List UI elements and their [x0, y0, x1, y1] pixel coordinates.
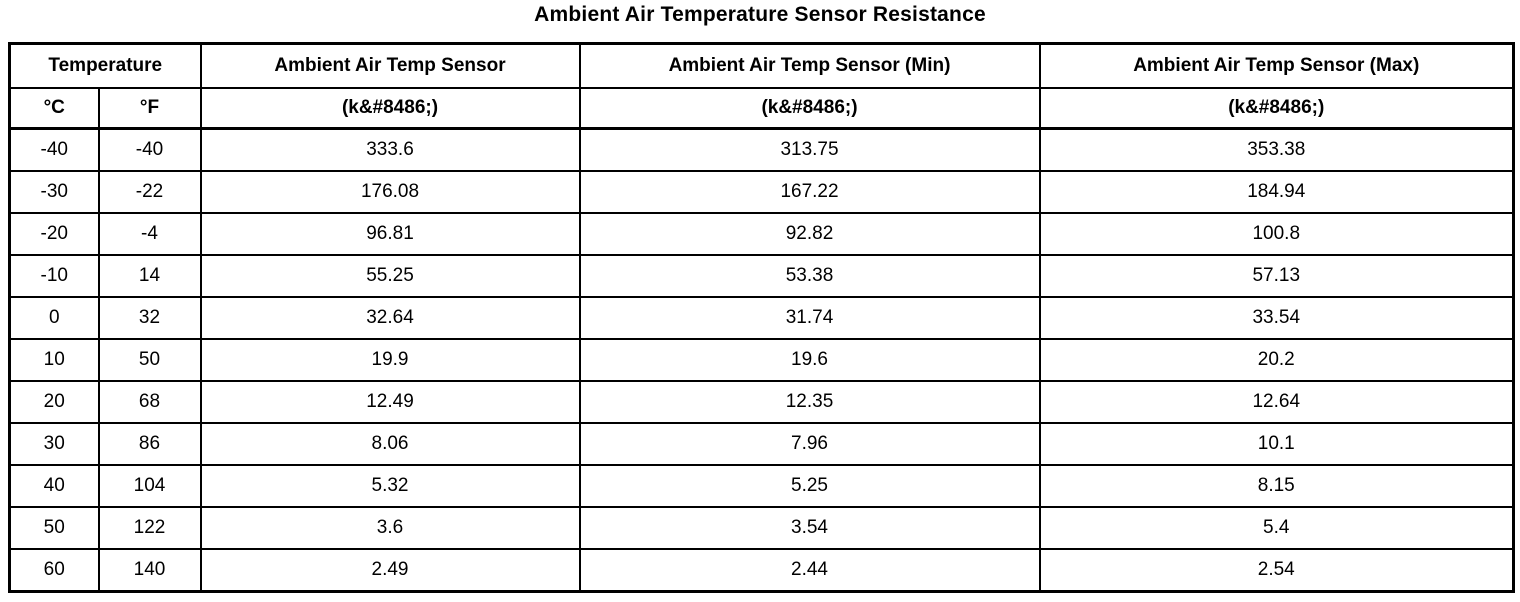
- cell-sensor: 176.08: [199, 170, 581, 214]
- cell-sensor-max: 184.94: [1038, 170, 1515, 214]
- cell-sensor-min: 12.35: [578, 380, 1041, 424]
- cell-sensor: 2.49: [199, 548, 581, 593]
- header-sensor-min: Ambient Air Temp Sensor (Min): [578, 42, 1041, 89]
- cell-temp-f: 32: [97, 296, 202, 340]
- cell-temp-c: 50: [8, 506, 100, 550]
- cell-temp-c: 10: [8, 338, 100, 382]
- cell-sensor-max: 57.13: [1038, 254, 1515, 298]
- cell-sensor: 19.9: [199, 338, 581, 382]
- header-fahrenheit: °F: [97, 87, 202, 130]
- cell-sensor-max: 2.54: [1038, 548, 1515, 593]
- cell-sensor-max: 5.4: [1038, 506, 1515, 550]
- cell-sensor-max: 8.15: [1038, 464, 1515, 508]
- cell-temp-f: -4: [97, 212, 202, 256]
- header-row-groups: Temperature Ambient Air Temp Sensor Ambi…: [8, 42, 1515, 89]
- cell-temp-c: -10: [8, 254, 100, 298]
- cell-temp-c: 60: [8, 548, 100, 593]
- cell-sensor-min: 2.44: [578, 548, 1041, 593]
- cell-temp-f: 14: [97, 254, 202, 298]
- cell-temp-c: -20: [8, 212, 100, 256]
- cell-sensor: 3.6: [199, 506, 581, 550]
- table-row: 30 86 8.06 7.96 10.1: [8, 422, 1515, 466]
- cell-sensor-max: 10.1: [1038, 422, 1515, 466]
- resistance-table: Temperature Ambient Air Temp Sensor Ambi…: [8, 42, 1515, 593]
- table-row: 20 68 12.49 12.35 12.64: [8, 380, 1515, 424]
- header-row-units: °C °F (k&#8486;) (k&#8486;) (k&#8486;): [8, 87, 1515, 130]
- table-row: 0 32 32.64 31.74 33.54: [8, 296, 1515, 340]
- cell-sensor-max: 12.64: [1038, 380, 1515, 424]
- cell-sensor: 8.06: [199, 422, 581, 466]
- header-sensor: Ambient Air Temp Sensor: [199, 42, 581, 89]
- table-row: -10 14 55.25 53.38 57.13: [8, 254, 1515, 298]
- table-row: -40 -40 333.6 313.75 353.38: [8, 127, 1515, 172]
- cell-sensor-min: 5.25: [578, 464, 1041, 508]
- table-row: 40 104 5.32 5.25 8.15: [8, 464, 1515, 508]
- table-row: -30 -22 176.08 167.22 184.94: [8, 170, 1515, 214]
- cell-temp-f: -40: [97, 127, 202, 172]
- header-unit-sensor: (k&#8486;): [199, 87, 581, 130]
- cell-sensor-min: 92.82: [578, 212, 1041, 256]
- cell-temp-f: 68: [97, 380, 202, 424]
- cell-temp-f: 50: [97, 338, 202, 382]
- cell-temp-f: 104: [97, 464, 202, 508]
- cell-temp-c: -30: [8, 170, 100, 214]
- cell-sensor-max: 100.8: [1038, 212, 1515, 256]
- table-row: 10 50 19.9 19.6 20.2: [8, 338, 1515, 382]
- cell-temp-c: 30: [8, 422, 100, 466]
- cell-sensor-min: 19.6: [578, 338, 1041, 382]
- cell-temp-f: 140: [97, 548, 202, 593]
- header-temperature-group: Temperature: [8, 42, 202, 89]
- cell-temp-c: 40: [8, 464, 100, 508]
- cell-sensor-min: 167.22: [578, 170, 1041, 214]
- cell-temp-f: -22: [97, 170, 202, 214]
- cell-sensor-min: 53.38: [578, 254, 1041, 298]
- cell-temp-f: 86: [97, 422, 202, 466]
- page-title: Ambient Air Temperature Sensor Resistanc…: [534, 3, 986, 26]
- cell-sensor-max: 33.54: [1038, 296, 1515, 340]
- cell-sensor-max: 353.38: [1038, 127, 1515, 172]
- table-row: -20 -4 96.81 92.82 100.8: [8, 212, 1515, 256]
- cell-temp-c: 20: [8, 380, 100, 424]
- cell-sensor-min: 31.74: [578, 296, 1041, 340]
- cell-temp-c: 0: [8, 296, 100, 340]
- header-unit-sensor-max: (k&#8486;): [1038, 87, 1515, 130]
- cell-sensor-min: 313.75: [578, 127, 1041, 172]
- cell-sensor: 32.64: [199, 296, 581, 340]
- cell-temp-c: -40: [8, 127, 100, 172]
- header-unit-sensor-min: (k&#8486;): [578, 87, 1041, 130]
- cell-temp-f: 122: [97, 506, 202, 550]
- table-row: 50 122 3.6 3.54 5.4: [8, 506, 1515, 550]
- cell-sensor-min: 7.96: [578, 422, 1041, 466]
- cell-sensor-max: 20.2: [1038, 338, 1515, 382]
- cell-sensor: 5.32: [199, 464, 581, 508]
- cell-sensor: 333.6: [199, 127, 581, 172]
- cell-sensor: 55.25: [199, 254, 581, 298]
- header-sensor-max: Ambient Air Temp Sensor (Max): [1038, 42, 1515, 89]
- cell-sensor-min: 3.54: [578, 506, 1041, 550]
- header-celsius: °C: [8, 87, 100, 130]
- table-row: 60 140 2.49 2.44 2.54: [8, 548, 1515, 593]
- cell-sensor: 96.81: [199, 212, 581, 256]
- cell-sensor: 12.49: [199, 380, 581, 424]
